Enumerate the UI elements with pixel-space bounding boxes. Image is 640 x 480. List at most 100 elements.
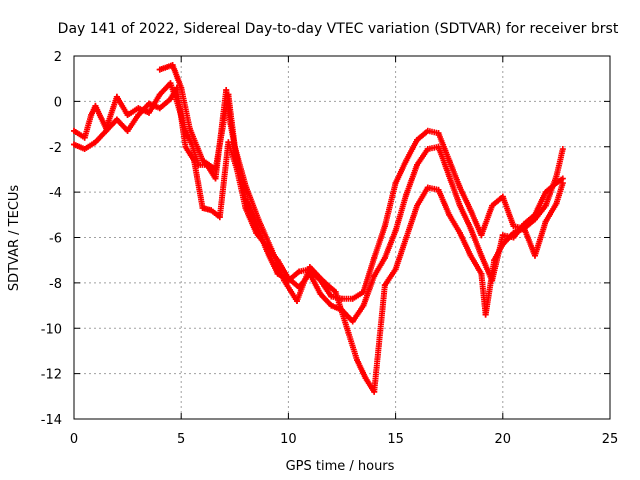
marker-segment [392,193,409,234]
data-point-marker [81,146,88,153]
data-point-marker [124,127,131,134]
data-point-marker [414,136,421,143]
y-tick-label: 0 [54,95,62,110]
data-point-marker [317,291,324,298]
data-point-marker [186,125,193,132]
data-point-marker [542,218,549,225]
data-point-marker [392,227,399,234]
data-point-marker [489,202,496,209]
data-point-marker [71,127,77,134]
data-point-marker [182,143,189,150]
data-point-marker [328,293,335,300]
data-point-marker [156,91,163,98]
data-point-marker [178,84,185,91]
data-point-marker [559,180,566,187]
data-point-marker [381,282,388,289]
data-point-marker [435,143,442,150]
data-point-marker [208,207,215,214]
data-point-marker [371,273,378,280]
marker-segment [553,148,566,180]
data-point-marker [553,180,560,187]
data-point-marker [223,87,230,94]
data-point-marker [231,143,238,150]
data-point-marker [559,146,566,153]
data-point-marker [212,166,219,173]
series-3 [156,62,566,395]
data-point-marker [103,127,110,134]
marker-segment [345,329,360,361]
data-point-marker [319,277,326,284]
data-point-marker [456,229,463,236]
data-point-marker [296,268,303,275]
data-point-marker [424,184,431,191]
data-point-marker [169,62,176,69]
data-point-marker [424,146,431,153]
data-point-marker [403,234,410,241]
y-tick-label: 2 [54,50,62,65]
data-point-marker [146,100,153,107]
data-point-marker [199,205,206,212]
data-point-marker [510,223,517,230]
data-point-marker [146,109,153,116]
data-point-marker [446,173,453,180]
data-point-marker [242,182,249,189]
data-point-marker [553,173,560,180]
data-point-marker [92,102,99,109]
data-point-marker [113,116,120,123]
x-tick-label: 15 [387,432,404,447]
data-point-marker [268,245,275,252]
data-point-marker [499,193,506,200]
data-point-marker [478,232,485,239]
data-point-marker [242,205,249,212]
y-tick-labels: 2 0 -2 -4 -6 -8 -10 -12 -14 [41,50,62,428]
data-point-marker [542,202,549,209]
data-point-marker [253,229,260,236]
data-point-marker [521,225,528,232]
x-tick-label: 20 [495,432,512,447]
data-point-marker [156,105,163,112]
data-point-marker [362,375,369,382]
data-point-marker [167,80,174,87]
data-point-marker [491,257,498,264]
data-point-marker [531,211,538,218]
marker-segment [332,288,351,334]
data-point-marker [478,252,485,259]
y-axis-label: SDTVAR / TECUs [7,185,22,292]
x-tick-label: 0 [70,432,78,447]
data-point-marker [167,96,174,103]
data-point-marker [113,93,120,100]
data-point-marker [225,139,232,146]
data-point-marker [349,318,356,325]
data-point-marker [371,388,378,395]
data-point-marker [281,277,288,284]
data-point-marker [414,202,421,209]
data-point-marker [467,252,474,259]
data-point-marker [328,302,335,309]
data-point-marker [306,263,313,270]
data-point-marker [482,311,489,318]
data-point-marker [446,211,453,218]
data-point-marker [381,223,388,230]
data-point-marker [542,189,549,196]
data-point-marker [510,229,517,236]
data-point-marker [403,157,410,164]
data-point-marker [345,329,352,336]
data-point-marker [499,241,506,248]
y-tick-label: -12 [41,368,62,383]
data-point-marker [392,266,399,273]
y-tick-label: -2 [49,141,62,156]
data-point-marker [478,270,485,277]
data-point-marker [553,200,560,207]
data-point-marker [392,180,399,187]
x-tick-label: 5 [177,432,185,447]
data-markers [71,62,566,395]
data-point-marker [191,157,198,164]
data-point-marker [354,357,361,364]
data-point-marker [216,214,223,221]
data-point-marker [381,254,388,261]
data-point-marker [435,130,442,137]
data-point-marker [360,302,367,309]
data-point-marker [467,207,474,214]
x-tick-label: 10 [280,432,297,447]
data-point-marker [349,295,356,302]
